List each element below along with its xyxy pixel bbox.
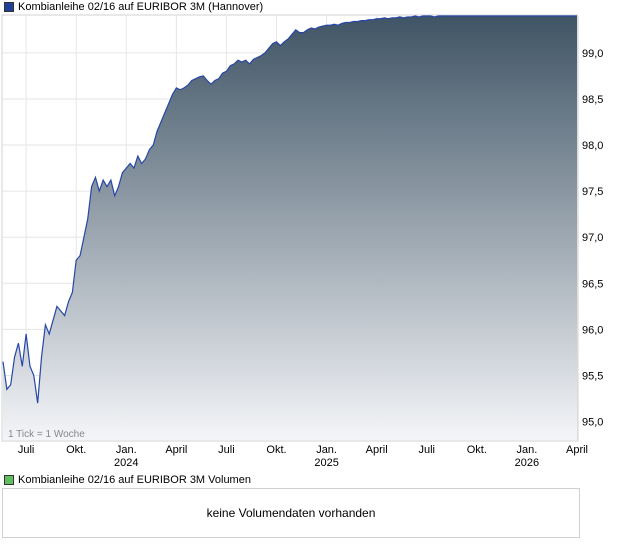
x-tick-label: Okt. [467, 444, 487, 456]
x-tick-label: Okt. [266, 444, 286, 456]
x-tick-label: Jan. [116, 444, 137, 456]
volume-panel: keine Volumendaten vorhanden [2, 488, 580, 538]
area-layer [2, 15, 577, 440]
x-tick-label: Okt. [66, 444, 86, 456]
y-tick-label: 99,0 [582, 48, 603, 60]
y-tick-label: 96,0 [582, 324, 603, 336]
x-tick-label: Jan. [316, 444, 337, 456]
legend-price-label: Kombianleihe 02/16 auf EURIBOR 3M (Hanno… [18, 0, 264, 13]
volume-empty-message: keine Volumendaten vorhanden [206, 506, 376, 520]
x-tick-year-label: 2024 [114, 457, 138, 469]
x-tick-label: Juli [18, 444, 35, 456]
x-tick-year-label: 2026 [515, 457, 539, 469]
y-tick-label: 95,5 [582, 370, 603, 382]
price-area-fill [3, 16, 577, 440]
x-tick-label: Juli [218, 444, 235, 456]
x-tick-label: April [366, 444, 388, 456]
y-tick-label: 97,5 [582, 186, 603, 198]
tick-note: 1 Tick = 1 Woche [8, 429, 85, 440]
x-tick-year-label: 2025 [314, 457, 338, 469]
x-tick-label: April [566, 444, 588, 456]
legend-volume-swatch [4, 475, 14, 485]
x-tick-label: Juli [419, 444, 436, 456]
y-tick-label: 95,0 [582, 417, 603, 429]
y-tick-label: 97,0 [582, 232, 603, 244]
y-axis-ticks: 95,0 95,5 96,0 96,5 97,0 97,5 98,0 98,5 99,0 [582, 48, 603, 429]
legend-price: Kombianleihe 02/16 auf EURIBOR 3M (Hanno… [4, 0, 263, 14]
y-tick-label: 98,5 [582, 94, 603, 106]
x-tick-label: Jan. [517, 444, 538, 456]
y-tick-label: 96,5 [582, 278, 603, 290]
x-tick-label: April [165, 444, 187, 456]
price-chart: 95,0 95,5 96,0 96,5 97,0 97,5 98,0 98,5 99,0 Jul… [1, 14, 603, 469]
price-series-line [2, 15, 577, 404]
legend-price-swatch [4, 2, 14, 12]
y-tick-label: 98,0 [582, 140, 603, 152]
legend-volume: Kombianleihe 02/16 auf EURIBOR 3M Volume… [4, 473, 251, 487]
legend-volume-label: Kombianleihe 02/16 auf EURIBOR 3M Volume… [18, 473, 251, 486]
